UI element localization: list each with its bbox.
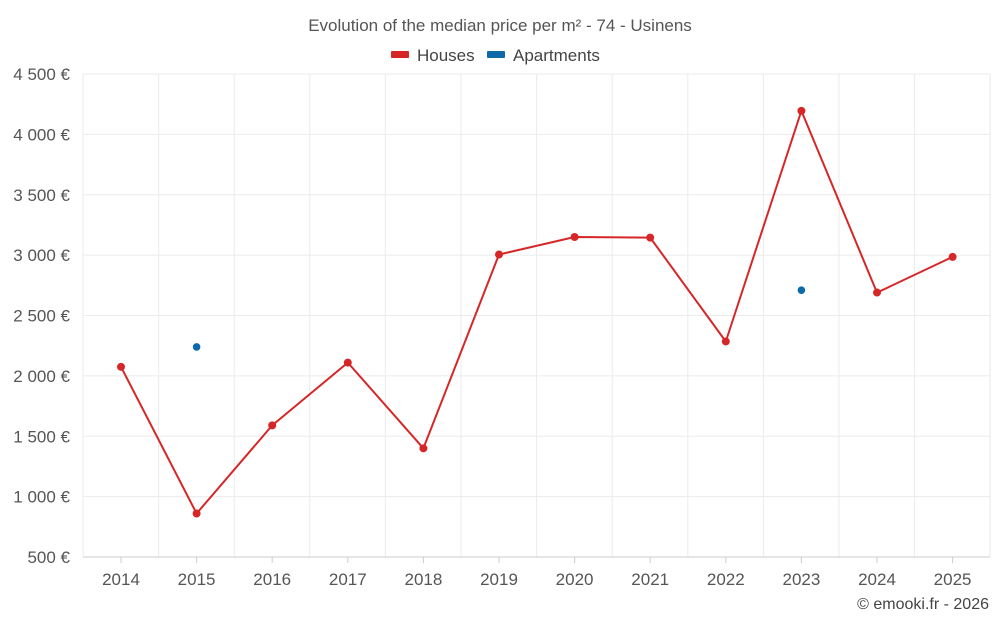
x-tick-label: 2017 xyxy=(329,570,367,589)
houses-point-2017 xyxy=(343,358,352,367)
legend-swatch-houses xyxy=(391,51,409,58)
houses-point-2023 xyxy=(797,106,806,115)
x-tick-label: 2024 xyxy=(858,570,896,589)
x-tick-label: 2020 xyxy=(556,570,594,589)
houses-point-2018 xyxy=(419,444,428,453)
houses-point-2022 xyxy=(721,337,730,346)
x-tick-label: 2025 xyxy=(934,570,972,589)
y-tick-label: 500 € xyxy=(27,548,70,567)
houses-point-2015 xyxy=(192,509,201,518)
legend-label-houses: Houses xyxy=(417,46,475,65)
x-tick-label: 2016 xyxy=(253,570,291,589)
apartments-point-2023 xyxy=(797,286,806,294)
apartments-point-2015 xyxy=(192,343,201,351)
credit-text: © emooki.fr - 2026 xyxy=(857,596,989,613)
grid xyxy=(82,73,991,557)
axes: 500 € 1 000 € 1 500 € 2 000 € 2 500 € 3 000 €… xyxy=(13,65,990,589)
y-tick-label: 2 000 € xyxy=(13,367,70,386)
x-tick-label: 2023 xyxy=(782,570,820,589)
y-tick-label: 3 500 € xyxy=(13,186,70,205)
houses-line xyxy=(120,109,954,515)
houses-point-2016 xyxy=(268,421,277,430)
series-apartments xyxy=(192,286,806,351)
series-houses xyxy=(117,106,957,518)
x-tick-label: 2022 xyxy=(707,570,745,589)
houses-point-2020 xyxy=(570,233,579,242)
houses-point-2021 xyxy=(646,233,655,242)
y-tick-label: 2 500 € xyxy=(13,307,70,326)
houses-point-2025 xyxy=(948,252,957,261)
chart-title: Evolution of the median price per m² - 7… xyxy=(308,16,692,35)
houses-point-2019 xyxy=(495,250,503,259)
x-tick-label: 2015 xyxy=(178,570,216,589)
y-tick-label: 3 000 € xyxy=(13,246,70,265)
houses-point-2014 xyxy=(117,362,125,371)
y-tick-label: 4 000 € xyxy=(13,125,70,144)
x-tick-label: 2019 xyxy=(480,570,518,589)
y-tick-label: 1 500 € xyxy=(13,427,70,446)
legend-item-apartments[interactable]: Apartments xyxy=(487,46,600,65)
legend-item-houses[interactable]: Houses xyxy=(391,46,475,65)
y-tick-label: 4 500 € xyxy=(13,65,70,84)
series xyxy=(117,106,957,518)
y-tick-label: 1 000 € xyxy=(13,488,70,507)
x-tick-label: 2018 xyxy=(404,570,442,589)
legend-label-apartments: Apartments xyxy=(513,46,600,65)
houses-point-2024 xyxy=(873,288,881,297)
x-tick-label: 2014 xyxy=(102,570,140,589)
x-tick-label: 2021 xyxy=(631,570,669,589)
legend-swatch-apartments xyxy=(487,51,505,58)
legend: Houses Apartments xyxy=(391,46,600,65)
